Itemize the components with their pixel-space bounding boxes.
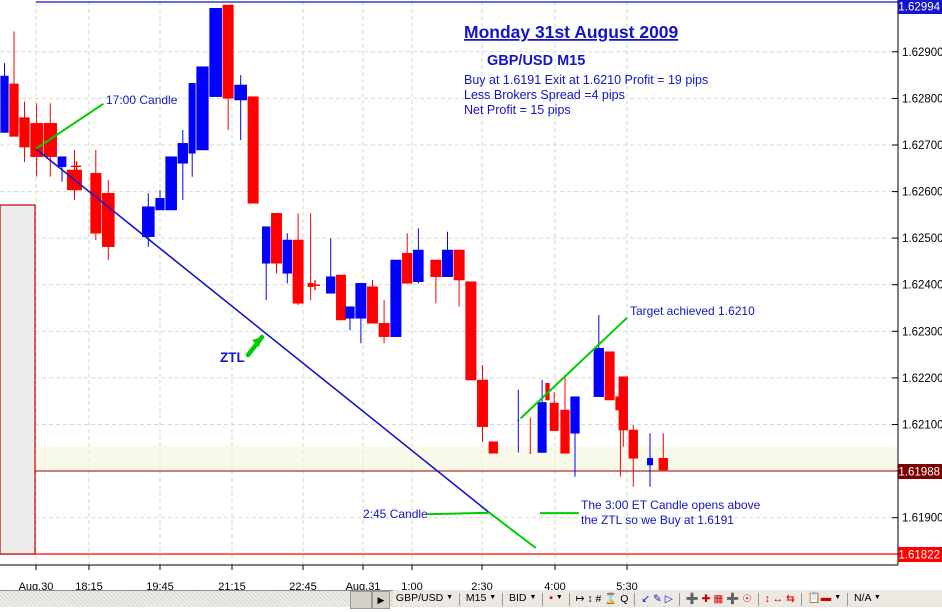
- svg-text:Net Profit = 15 pips: Net Profit = 15 pips: [464, 103, 571, 117]
- svg-text:1.61900: 1.61900: [902, 513, 942, 525]
- svg-text:1.62300: 1.62300: [902, 326, 942, 338]
- svg-text:1.62800: 1.62800: [902, 93, 942, 105]
- svg-text:Less Brokers Spread =4 pips: Less Brokers Spread =4 pips: [464, 88, 625, 102]
- svg-text:2:45 Candle: 2:45 Candle: [363, 507, 428, 521]
- svg-text:GBP/USD M15: GBP/USD M15: [487, 53, 585, 69]
- svg-text:17:00 Candle: 17:00 Candle: [106, 93, 178, 107]
- svg-text:1.61988: 1.61988: [898, 467, 940, 479]
- svg-text:Target achieved 1.6210: Target achieved 1.6210: [630, 304, 755, 318]
- svg-text:Monday 31st August 2009: Monday 31st August 2009: [464, 22, 679, 42]
- svg-text:the ZTL so we Buy at 1.6191: the ZTL so we Buy at 1.6191: [581, 513, 734, 527]
- svg-text:The 3:00 ET Candle opens above: The 3:00 ET Candle opens above: [581, 498, 761, 512]
- svg-text:1.62600: 1.62600: [902, 187, 942, 199]
- svg-text:1.61822: 1.61822: [898, 550, 940, 562]
- svg-text:1.62100: 1.62100: [902, 420, 942, 432]
- svg-text:1.62994: 1.62994: [898, 2, 940, 14]
- svg-text:Buy at 1.6191 Exit at 1.6210 P: Buy at 1.6191 Exit at 1.6210 Profit = 19…: [464, 73, 708, 87]
- svg-text:1.62700: 1.62700: [902, 140, 942, 152]
- svg-text:1.62200: 1.62200: [902, 373, 942, 385]
- svg-text:1.62400: 1.62400: [902, 280, 942, 292]
- svg-text:1.62500: 1.62500: [902, 233, 942, 245]
- svg-text:ZTL: ZTL: [220, 350, 245, 365]
- svg-text:1.62900: 1.62900: [902, 47, 942, 59]
